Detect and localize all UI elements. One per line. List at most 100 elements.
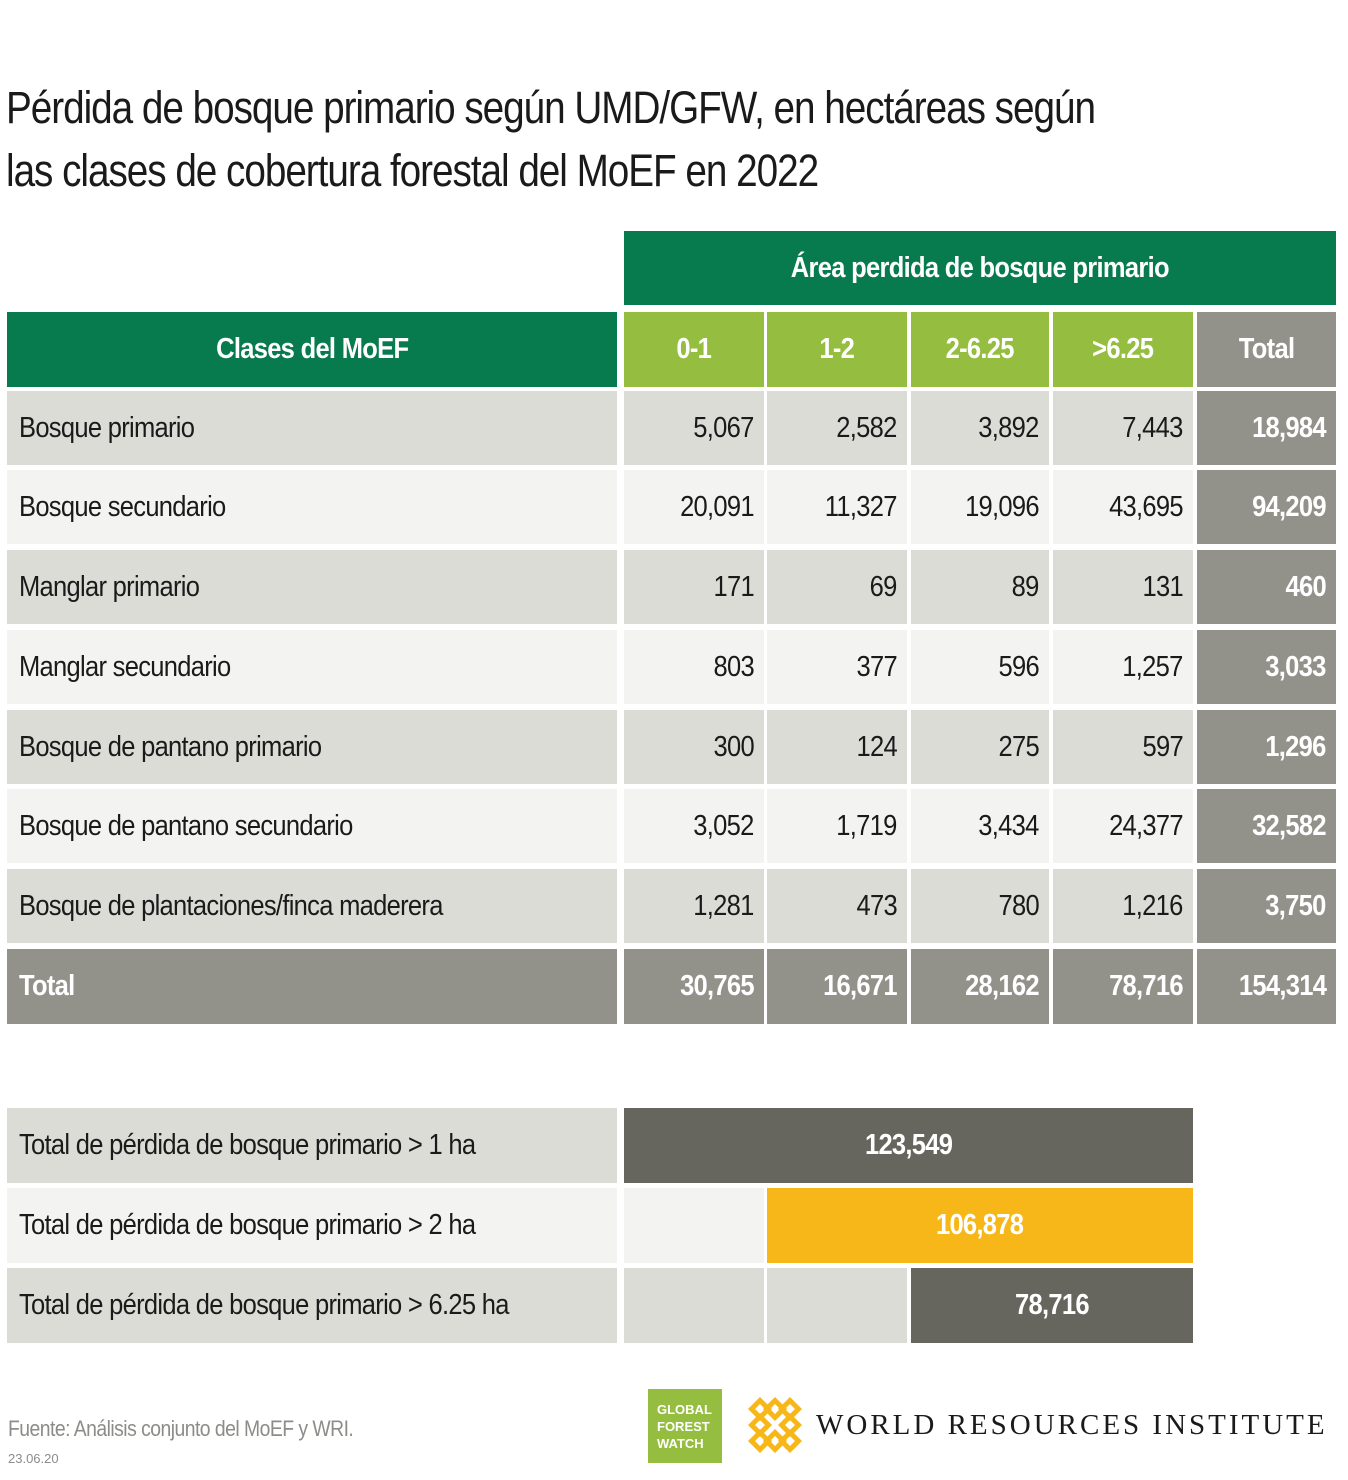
table-cell: 473: [767, 869, 907, 943]
table-cell: 19,096: [911, 470, 1049, 544]
class-header: Clases del MoEF: [7, 312, 617, 387]
table-cell-text: 300: [713, 730, 755, 763]
table-cell: 1,719: [767, 789, 907, 863]
column-header-text: >6.25: [1092, 333, 1154, 365]
table-cell-text: 803: [713, 650, 755, 683]
column-header: >6.25: [1053, 312, 1193, 387]
table-cell-text: 2,582: [836, 411, 898, 444]
table-cell-text: 124: [856, 730, 898, 763]
row-total: 18,984: [1197, 391, 1336, 465]
table-cell: 3,434: [911, 789, 1049, 863]
row-label-text: Bosque secundario: [19, 490, 226, 523]
summary-value-bar-text: 106,878: [936, 1209, 1024, 1241]
grand-total-text: 154,314: [1238, 970, 1327, 1002]
table-cell: 780: [911, 869, 1049, 943]
date-note: 23.06.20: [8, 1451, 59, 1466]
table-cell: 1,216: [1053, 869, 1193, 943]
table-cell: 597: [1053, 710, 1193, 784]
table-cell-text: 89: [1012, 570, 1040, 603]
table-cell: 275: [911, 710, 1049, 784]
table-cell-text: 69: [870, 570, 898, 603]
wri-name: WORLD RESOURCES INSTITUTE: [816, 1409, 1328, 1441]
row-total-text: 3,033: [1265, 650, 1327, 683]
gfw-logo: GLOBAL FOREST WATCH: [648, 1389, 722, 1463]
total-row-cell-text: 16,671: [823, 970, 898, 1002]
row-total: 3,750: [1197, 869, 1336, 943]
gfw-logo-line: WATCH: [657, 1435, 704, 1451]
row-label-text: Bosque de pantano secundario: [19, 809, 353, 842]
table-cell: 43,695: [1053, 470, 1193, 544]
table-cell: 2,582: [767, 391, 907, 465]
row-label-text: Bosque primario: [19, 411, 195, 444]
table-cell: 11,327: [767, 470, 907, 544]
table-cell: 5,067: [624, 391, 764, 465]
total-row-cell-text: 28,162: [965, 970, 1040, 1002]
group-header-text: Área perdida de bosque primario: [790, 251, 1170, 284]
row-label: Manglar secundario: [7, 630, 617, 704]
row-label: Bosque de pantano primario: [7, 710, 617, 784]
total-row-cell-text: 30,765: [680, 970, 755, 1002]
table-cell: 596: [911, 630, 1049, 704]
summary-value-bar-text: 123,549: [864, 1129, 953, 1161]
table-cell: 1,257: [1053, 630, 1193, 704]
table-cell-text: 780: [998, 889, 1040, 922]
column-header: 0-1: [624, 312, 764, 387]
column-header: 2-6.25: [911, 312, 1049, 387]
table-cell: 7,443: [1053, 391, 1193, 465]
column-header-text: Total: [1238, 333, 1295, 365]
table-cell-text: 3,052: [693, 809, 755, 842]
column-header-text: 2-6.25: [945, 333, 1015, 365]
table-cell: 377: [767, 630, 907, 704]
group-header: Área perdida de bosque primario: [624, 231, 1336, 305]
row-total: 94,209: [1197, 470, 1336, 544]
total-row-label: Total: [7, 949, 617, 1024]
summary-empty-cell: [624, 1188, 764, 1263]
row-label: Bosque secundario: [7, 470, 617, 544]
table-cell-text: 3,892: [978, 411, 1040, 444]
table-cell-text: 19,096: [965, 490, 1040, 523]
row-label: Manglar primario: [7, 550, 617, 624]
table-cell: 124: [767, 710, 907, 784]
class-header-text: Clases del MoEF: [215, 333, 409, 365]
row-label: Bosque de pantano secundario: [7, 789, 617, 863]
summary-label-text: Total de pérdida de bosque primario > 6.…: [19, 1289, 509, 1321]
table-cell-text: 1,216: [1122, 889, 1184, 922]
row-total-text: 94,209: [1252, 490, 1327, 523]
summary-label: Total de pérdida de bosque primario > 1 …: [7, 1108, 617, 1183]
gfw-logo-line: GLOBAL: [657, 1401, 712, 1417]
column-header: 1-2: [767, 312, 907, 387]
table-cell: 171: [624, 550, 764, 624]
column-header-text: 0-1: [676, 333, 712, 365]
row-label: Bosque primario: [7, 391, 617, 465]
table-cell-text: 1,281: [693, 889, 755, 922]
table-cell-text: 171: [713, 570, 755, 603]
table-cell: 3,052: [624, 789, 764, 863]
summary-empty-cell: [624, 1268, 764, 1343]
page-title: Pérdida de bosque primario según UMD/GFW…: [6, 82, 1096, 196]
table-cell-text: 43,695: [1109, 490, 1184, 523]
summary-value-bar: 78,716: [911, 1268, 1193, 1343]
total-row-cell: 28,162: [911, 949, 1049, 1024]
table-cell: 300: [624, 710, 764, 784]
row-total-text: 18,984: [1252, 411, 1327, 444]
table-cell: 803: [624, 630, 764, 704]
summary-empty-cell: [767, 1268, 907, 1343]
row-total: 1,296: [1197, 710, 1336, 784]
column-header-text: 1-2: [819, 333, 855, 365]
total-row-cell-text: 78,716: [1109, 970, 1184, 1002]
row-total: 3,033: [1197, 630, 1336, 704]
table-cell: 89: [911, 550, 1049, 624]
row-label-text: Manglar secundario: [19, 650, 231, 683]
table-cell-text: 3,434: [978, 809, 1040, 842]
summary-value-bar: 106,878: [767, 1188, 1193, 1263]
gfw-logo-line: FOREST: [657, 1418, 710, 1434]
summary-label: Total de pérdida de bosque primario > 6.…: [7, 1268, 617, 1343]
table-cell: 1,281: [624, 869, 764, 943]
table-cell-text: 11,327: [825, 490, 898, 523]
row-total: 460: [1197, 550, 1336, 624]
row-total: 32,582: [1197, 789, 1336, 863]
table-cell: 24,377: [1053, 789, 1193, 863]
table-cell-text: 5,067: [693, 411, 755, 444]
grand-total: 154,314: [1197, 949, 1336, 1024]
row-total-text: 1,296: [1265, 730, 1327, 763]
